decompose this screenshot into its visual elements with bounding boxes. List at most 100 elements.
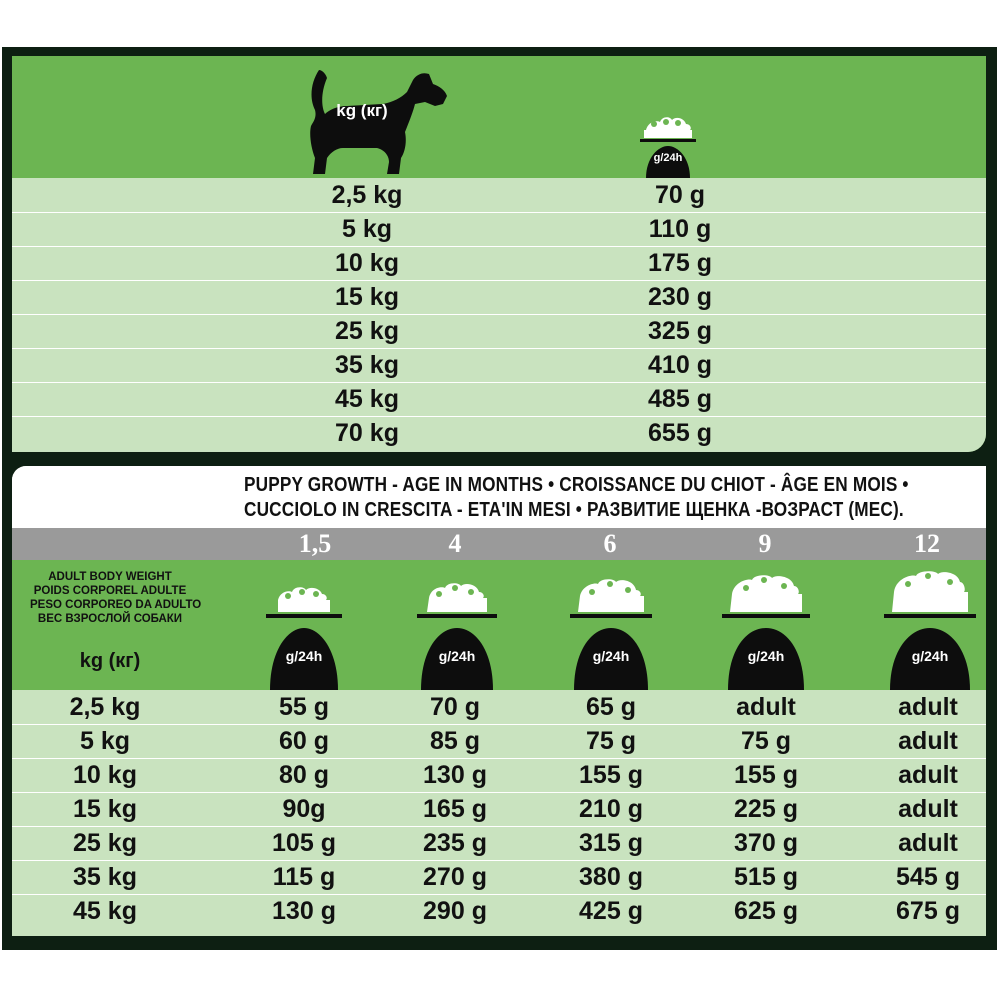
amount-cell: 75 g (585, 727, 637, 755)
amount-cell: 230 g (648, 283, 712, 311)
amount-cell: 130 g (272, 897, 336, 925)
amount-cell: adult (898, 795, 958, 823)
age-label: 4 (448, 529, 462, 558)
amount-cell: 410 g (648, 351, 712, 379)
weight-cell: 5 kg (79, 727, 131, 755)
table-row: 5 kg 110 g (12, 212, 986, 247)
amount-cell: 370 g (734, 829, 798, 857)
scale-label: g/24h (747, 648, 785, 664)
age-header-row: 1,5 4 6 9 12 (12, 528, 986, 560)
header-line-1: PUPPY GROWTH - AGE IN MONTHS • CROISSANC… (244, 474, 909, 496)
amount-cell: 85 g (429, 727, 481, 755)
amount-cell: adult (898, 829, 958, 857)
table-row: 15 kg 230 g (12, 280, 986, 315)
weight-cell: 2,5 kg (69, 693, 141, 721)
weight-cell: 15 kg (335, 283, 399, 311)
food-scale-icon: g/24h (264, 570, 344, 690)
amount-cell: 155 g (579, 761, 643, 789)
age-label: 12 (914, 529, 940, 558)
weight-cell: 15 kg (73, 795, 137, 823)
table-row: 70 kg 655 g (12, 416, 986, 450)
table-row: 10 kg 175 g (12, 246, 986, 281)
amount-cell: 515 g (734, 863, 798, 891)
amount-cell: 105 g (272, 829, 336, 857)
age-label: 1,5 (298, 529, 332, 558)
food-scale-icon: g/24h (415, 568, 499, 690)
table-row: 35 kg 410 g (12, 348, 986, 383)
table-row: 2,5 kg 55 g 70 g 65 g adult adult (12, 690, 986, 725)
amount-cell: 425 g (579, 897, 643, 925)
scale-label: g/24h (911, 648, 949, 664)
table-row: 25 kg 105 g 235 g 315 g 370 g adult (12, 826, 986, 861)
amount-cell: adult (898, 693, 958, 721)
weight-cell: 5 kg (341, 215, 393, 243)
amount-cell: 225 g (734, 795, 798, 823)
weight-cell: 25 kg (335, 317, 399, 345)
amount-cell: 90g (282, 795, 326, 823)
weight-cell: 35 kg (73, 863, 137, 891)
weight-cell: 25 kg (73, 829, 137, 857)
amount-cell: 675 g (896, 897, 960, 925)
amount-cell: 65 g (585, 693, 637, 721)
amount-cell: 325 g (648, 317, 712, 345)
food-scale-icon: g/24h (882, 562, 978, 690)
icon-row: ADULT BODY WEIGHT POIDS CORPOREL ADULTE … (12, 560, 986, 690)
table-row: 45 kg 485 g (12, 382, 986, 417)
amount-cell: 235 g (423, 829, 487, 857)
growth-table-rows: 2,5 kg 55 g 70 g 65 g adult adult 5 kg 6… (12, 690, 986, 936)
amount-cell: 485 g (648, 385, 712, 413)
scale-label: g/24h (285, 648, 323, 664)
weight-cell: 2,5 kg (331, 181, 403, 209)
scale-label: g/24h (653, 152, 683, 164)
amount-cell: adult (736, 693, 796, 721)
top-table-rows: 2,5 kg 70 g 5 kg 110 g 10 kg 175 g 15 kg… (12, 178, 986, 452)
adult-body-weight-label: ADULT BODY WEIGHT POIDS CORPOREL ADULTE … (30, 571, 202, 625)
amount-cell: 110 g (648, 215, 712, 243)
weight-cell: 45 kg (335, 385, 399, 413)
amount-cell: 115 g (272, 863, 336, 891)
food-scale-icon: g/24h (568, 566, 654, 690)
amount-cell: 80 g (278, 761, 330, 789)
header-line-2: CUCCIOLO IN CRESCITA - ETA'IN MESI • РАЗ… (244, 499, 904, 521)
age-label: 6 (603, 529, 617, 558)
weight-cell: 10 kg (73, 761, 137, 789)
table-row: 5 kg 60 g 85 g 75 g 75 g adult (12, 724, 986, 759)
amount-cell: 155 g (734, 761, 798, 789)
weight-cell: 45 kg (73, 897, 137, 925)
amount-cell: 380 g (579, 863, 643, 891)
amount-cell: 315 g (579, 829, 643, 857)
food-scale-icon: g/24h (720, 564, 812, 690)
amount-cell: 75 g (740, 727, 792, 755)
table-header: PUPPY GROWTH - AGE IN MONTHS • CROISSANC… (12, 466, 986, 528)
amount-cell: 290 g (423, 897, 487, 925)
table-row: 45 kg 130 g 290 g 425 g 625 g 675 g (12, 894, 986, 928)
scale-label: g/24h (592, 648, 630, 664)
table-row: 10 kg 80 g 130 g 155 g 155 g adult (12, 758, 986, 793)
table-row: 35 kg 115 g 270 g 380 g 515 g 545 g (12, 860, 986, 895)
amount-cell: 130 g (423, 761, 487, 789)
puppy-growth-table: PUPPY GROWTH - AGE IN MONTHS • CROISSANC… (12, 466, 986, 936)
table-row: 15 kg 90g 165 g 210 g 225 g adult (12, 792, 986, 827)
age-label: 9 (758, 529, 772, 558)
amount-cell: 165 g (423, 795, 487, 823)
weight-cell: 10 kg (335, 249, 399, 277)
amount-cell: 545 g (896, 863, 960, 891)
table-row: 25 kg 325 g (12, 314, 986, 349)
top-feeding-table: kg (кг) g/24h 2,5 kg 70 g 5 kg 110 g 10 … (12, 56, 986, 452)
food-scale-icon: g/24h (636, 112, 700, 178)
amount-cell: 270 g (423, 863, 487, 891)
weight-cell: 70 kg (335, 419, 399, 447)
amount-cell: 175 g (648, 249, 712, 277)
scale-label: g/24h (438, 648, 476, 664)
amount-cell: adult (898, 727, 958, 755)
amount-cell: 70 g (429, 693, 481, 721)
weight-unit-label: kg (кг) (79, 650, 141, 672)
amount-cell: adult (898, 761, 958, 789)
amount-cell: 655 g (648, 419, 712, 447)
dog-icon (310, 70, 447, 174)
amount-cell: 70 g (654, 181, 706, 209)
weight-cell: 35 kg (335, 351, 399, 379)
amount-cell: 625 g (734, 897, 798, 925)
amount-cell: 55 g (278, 693, 330, 721)
table-row: 2,5 kg 70 g (12, 178, 986, 213)
